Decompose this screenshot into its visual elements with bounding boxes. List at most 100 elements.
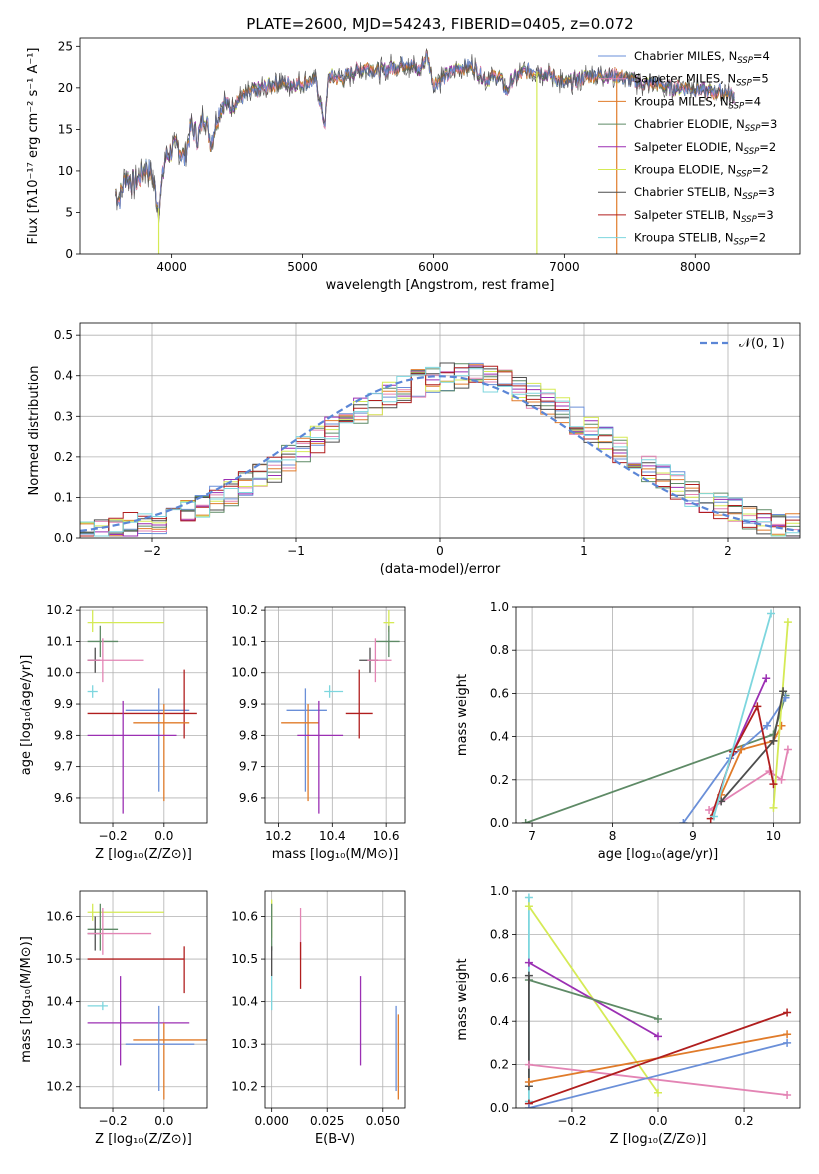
weight-marker: [524, 971, 533, 980]
weight-marker: [524, 902, 533, 911]
weight-line: [732, 677, 768, 753]
x-axis-label: Z [log₁₀(Z/Z⊙)]: [95, 1132, 192, 1147]
x-tick-label: 0.050: [366, 1114, 400, 1128]
ticks: 4000 5000 6000 7000 8000 0 5 10 15 20 25: [58, 39, 711, 274]
errorbar-kroupa-stelib: [87, 685, 98, 698]
x-axis-label: Z [log₁₀(Z/Z⊙)]: [610, 1132, 707, 1147]
weight-vs-age-panel: 7 8 9 10 0.0 0.2 0.4 0.6 0.8 1.0 age [log₁₀(age/yr…: [455, 600, 801, 862]
weight-line: [713, 613, 772, 817]
x-tick-label: 10.4: [319, 829, 346, 843]
mass-vs-ebv-panel: 0.000 0.025 0.050 10.2 10.3 10.4 10.5 10.6 E(B-V…: [231, 890, 406, 1147]
x-tick-label: −0.2: [98, 1114, 127, 1128]
mass-vs-metallicity-panel: −0.2 0.0 10.2 10.3 10.4 10.5 10.6 Z [log₁₀(Z/Z⊙…: [19, 890, 208, 1147]
y-tick-label: 10.4: [231, 995, 258, 1009]
y-tick-label: 10.6: [231, 910, 258, 924]
age-vs-metallicity-panel: −0.2 0.0 9.6 9.7 9.8 9.9 10.0 10.1 10.2 Z [log₁₀(…: [19, 603, 208, 862]
weight-marker: [762, 674, 771, 683]
y-axis-label: mass weight: [455, 674, 470, 756]
y-tick-label: 10.0: [46, 666, 73, 680]
x-tick-label: 8: [609, 829, 617, 843]
y-tick-label: 0.6: [490, 686, 509, 700]
weight-marker: [777, 775, 786, 784]
legend: 𝒩(0, 1): [700, 335, 785, 350]
y-tick-label: 9.7: [239, 760, 258, 774]
weight-line: [528, 1042, 788, 1108]
y-tick-label: 10.1: [231, 634, 258, 648]
y-tick-label: 0.8: [490, 643, 509, 657]
age-vs-mass-panel: 10.2 10.4 10.6 9.6 9.7 9.8 9.9 10.0 10.1 10.2 mass…: [231, 603, 406, 862]
weight-marker: [524, 1104, 533, 1108]
y-axis-label: mass weight: [455, 958, 470, 1040]
weight-series-chabrier-stelib: [524, 971, 533, 1091]
y-tick-label: 0.0: [490, 1101, 509, 1115]
errorbar-kroupa-miles: [281, 704, 319, 802]
y-tick-label: 1.0: [490, 600, 509, 614]
y-axis-label: Flux [fλ10⁻¹⁷ erg cm⁻² s⁻¹ A⁻¹]: [26, 48, 41, 245]
y-tick-label: 15: [58, 122, 73, 136]
weight-marker: [783, 1030, 792, 1039]
weight-line: [720, 725, 783, 796]
weight-marker: [783, 1038, 792, 1047]
errorbar-salpeter-miles: [87, 638, 144, 683]
weight-marker: [524, 1077, 533, 1086]
errorbar-kroupa-stelib: [87, 1001, 108, 1011]
axes-frame: [515, 890, 801, 1109]
y-tick-label: 9.9: [239, 697, 258, 711]
y-tick-label: 10.1: [46, 634, 73, 648]
x-tick-label: 9: [689, 829, 697, 843]
legend-label-salpeter-miles: Salpeter MILES, NSSP=5: [634, 72, 769, 89]
plot-area: [87, 610, 197, 814]
grid: [516, 890, 800, 1109]
y-tick-label: 10.6: [46, 910, 73, 924]
errorbar-salpeter-miles: [367, 638, 392, 683]
errorbar-chabrier-miles: [125, 1005, 195, 1091]
y-tick-label: 25: [58, 39, 73, 53]
errorbar-salpeter-stelib: [87, 669, 197, 739]
y-tick-label: 10.3: [231, 1037, 258, 1051]
x-tick-label: 4000: [156, 260, 187, 274]
y-tick-label: 9.9: [54, 697, 73, 711]
y-tick-label: 10.3: [46, 1037, 73, 1051]
x-tick-label: 10.6: [373, 829, 400, 843]
y-tick-label: 0.4: [54, 369, 73, 383]
spectrum-panel: 4000 5000 6000 7000 8000 0 5 10 15 20 25 wavelength…: [26, 37, 801, 293]
weight-line: [528, 1063, 788, 1096]
y-tick-label: 10.2: [231, 603, 258, 617]
x-tick-label: 5000: [287, 260, 318, 274]
y-tick-label: 9.6: [54, 791, 73, 805]
weight-marker: [769, 780, 778, 789]
weight-series-chabrier-miles: [524, 1038, 792, 1108]
legend: Chabrier MILES, NSSP=4 Salpeter MILES, NS…: [598, 49, 777, 248]
weight-marker: [753, 702, 762, 711]
errorbar-salpeter-elodie: [87, 976, 190, 1066]
y-tick-label: 10.2: [231, 1080, 258, 1094]
weight-marker: [777, 721, 786, 730]
weight-line: [528, 1011, 788, 1105]
x-axis-label: age [log₁₀(age/yr)]: [598, 847, 719, 862]
grid: [516, 606, 800, 824]
x-tick-label: 0.0: [154, 829, 173, 843]
y-tick-label: 1.0: [490, 884, 509, 898]
weight-line: [682, 697, 787, 823]
y-axis-label: age [log₁₀(age/yr)]: [19, 655, 34, 776]
errorbar-kroupa-miles: [133, 1022, 207, 1100]
x-axis-label: Z [log₁₀(Z/Z⊙)]: [95, 847, 192, 862]
y-tick-label: 5: [65, 205, 73, 219]
weight-marker: [654, 1088, 662, 1097]
x-tick-label: −2: [143, 544, 161, 558]
axes-frame: [79, 322, 801, 539]
weight-marker: [763, 721, 772, 730]
gaussian-curve: [80, 375, 800, 532]
histogram-kroupa-stelib: [80, 366, 800, 537]
errorbar-salpeter-miles: [87, 908, 152, 955]
weight-marker: [779, 687, 788, 696]
observed-spectrum: [115, 47, 735, 227]
ticks: 7 8 9 10 0.0 0.2 0.4 0.6 0.8 1.0: [490, 600, 781, 843]
x-tick-label: 0.000: [254, 1114, 288, 1128]
ticks: −2 −1 0 1 2 0.0 0.1 0.2 0.3 0.4 0.5: [54, 328, 732, 558]
plot-area: [115, 47, 735, 254]
weight-line: [528, 979, 659, 1020]
weight-marker: [783, 1090, 792, 1099]
x-tick-label: 1: [580, 544, 588, 558]
x-tick-label: 0.0: [154, 1114, 173, 1128]
